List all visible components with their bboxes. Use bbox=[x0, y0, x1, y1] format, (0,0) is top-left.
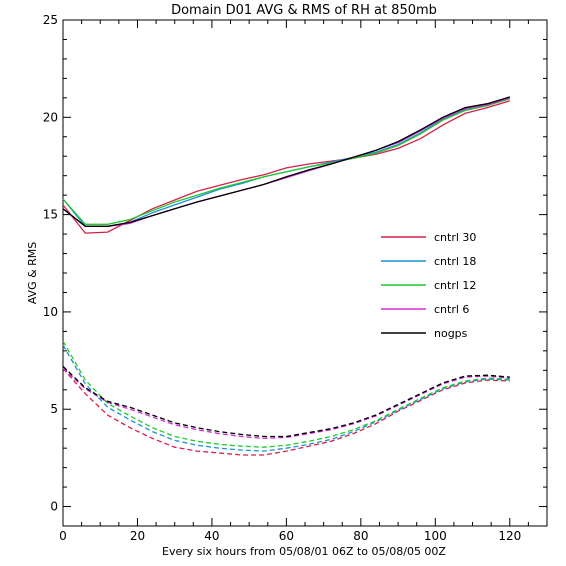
y-axis-label: AVG & RMS bbox=[26, 242, 39, 305]
x-tick-label: 20 bbox=[130, 529, 145, 543]
chart-title: Domain D01 AVG & RMS of RH at 850mb bbox=[171, 3, 437, 18]
legend-label: cntrl 30 bbox=[434, 231, 476, 244]
legend-label: cntrl 18 bbox=[434, 255, 476, 268]
plot-frame bbox=[62, 19, 548, 527]
legend: cntrl 30 cntrl 18 cntrl 12 cntrl 6 nogps bbox=[381, 231, 476, 340]
y-tick-label: 5 bbox=[50, 402, 58, 416]
legend-label: cntrl 12 bbox=[434, 279, 476, 292]
y-tick-label: 15 bbox=[43, 208, 58, 222]
axis-ticks: 0 20 40 60 80 100 120 0 5 10 15 20 25 bbox=[43, 13, 548, 543]
x-tick-label: 100 bbox=[424, 529, 447, 543]
series-layer bbox=[62, 96, 511, 456]
series-line-avg-cntrl-12 bbox=[62, 340, 510, 448]
y-tick-label: 10 bbox=[43, 305, 58, 319]
series-line-avg-cntrl-30 bbox=[62, 367, 510, 456]
x-tick-label: 120 bbox=[498, 529, 521, 543]
series-line-avg-nogps bbox=[62, 365, 510, 438]
y-tick-label: 0 bbox=[50, 500, 58, 514]
x-tick-label: 40 bbox=[204, 529, 219, 543]
legend-label: nogps bbox=[434, 327, 468, 340]
x-tick-label: 60 bbox=[279, 529, 294, 543]
series-line-rms-nogps bbox=[62, 96, 510, 227]
y-tick-label: 25 bbox=[43, 13, 58, 27]
series-line-rms-cntrl-12 bbox=[62, 98, 510, 225]
series-line-avg-cntrl-18 bbox=[62, 344, 510, 452]
x-axis-label: Every six hours from 05/08/01 06Z to 05/… bbox=[162, 545, 446, 558]
y-tick-label: 20 bbox=[43, 110, 58, 124]
x-tick-label: 0 bbox=[59, 529, 67, 543]
x-tick-label: 80 bbox=[353, 529, 368, 543]
legend-label: cntrl 6 bbox=[434, 303, 469, 316]
